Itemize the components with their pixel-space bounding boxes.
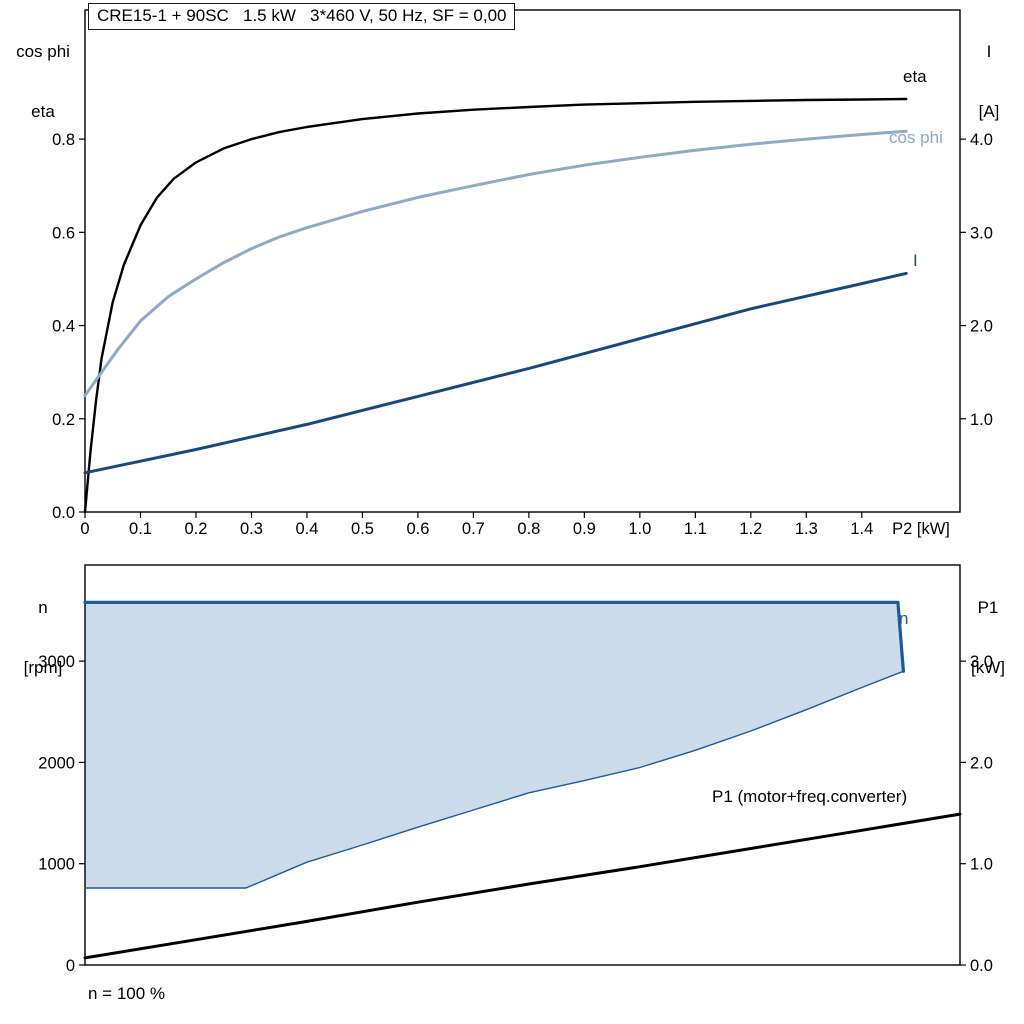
svg-text:1.2: 1.2 (739, 520, 762, 538)
p1-curve-label: P1 (motor+freq.converter) (712, 787, 908, 806)
svg-text:0.4: 0.4 (295, 520, 318, 538)
svg-text:1.3: 1.3 (795, 520, 818, 538)
p1-axis-title-line1: P1 (977, 598, 999, 617)
svg-text:1.4: 1.4 (850, 520, 873, 538)
svg-text:1.0: 1.0 (970, 856, 993, 874)
svg-text:0.5: 0.5 (351, 520, 374, 538)
svg-text:0.0: 0.0 (970, 957, 993, 975)
svg-text:2.0: 2.0 (970, 754, 993, 772)
svg-text:3000: 3000 (38, 653, 75, 671)
svg-text:0.3: 0.3 (240, 520, 263, 538)
top-right-axis-title: I [A] (958, 2, 1020, 142)
svg-text:0.8: 0.8 (52, 131, 75, 149)
top-left-axis-title: cos phi eta (6, 2, 80, 142)
svg-text:0.0: 0.0 (52, 504, 75, 522)
svg-text:1.0: 1.0 (970, 411, 993, 429)
speed-percentage-note: n = 100 % (88, 984, 166, 1003)
svg-text:2.0: 2.0 (970, 318, 993, 336)
bottom-right-axis-title: P1 [kW] (956, 558, 1020, 698)
speed-axis-title-line2: [rpm] (23, 658, 63, 677)
svg-text:0.1: 0.1 (129, 520, 152, 538)
svg-text:0.2: 0.2 (52, 411, 75, 429)
svg-text:0.9: 0.9 (573, 520, 596, 538)
svg-text:0.8: 0.8 (517, 520, 540, 538)
svg-text:P2 [kW]: P2 [kW] (892, 520, 950, 538)
svg-text:2000: 2000 (38, 754, 75, 772)
chart-title-box: CRE15-1 + 90SC 1.5 kW 3*460 V, 50 Hz, SF… (88, 3, 516, 30)
current-curve-label: I (913, 251, 918, 270)
svg-text:0: 0 (80, 520, 89, 538)
svg-text:0.4: 0.4 (52, 318, 75, 336)
right-axis-title-line1: I (986, 42, 992, 61)
eta-curve-label: eta (903, 67, 927, 86)
right-axis-title-line2: [A] (978, 102, 1000, 121)
svg-text:0: 0 (66, 957, 75, 975)
svg-text:0.2: 0.2 (185, 520, 208, 538)
cos-phi-curve-label: cos phi (889, 128, 943, 147)
left-axis-title-line1: cos phi (16, 42, 70, 61)
svg-text:1.0: 1.0 (628, 520, 651, 538)
speed-region-label: n (899, 609, 909, 628)
svg-text:3.0: 3.0 (970, 224, 993, 242)
svg-text:0.6: 0.6 (52, 224, 75, 242)
svg-text:1000: 1000 (38, 856, 75, 874)
bottom-left-axis-title: n [rpm] (6, 558, 80, 698)
svg-text:0.6: 0.6 (406, 520, 429, 538)
svg-text:3.0: 3.0 (970, 653, 993, 671)
svg-text:4.0: 4.0 (970, 131, 993, 149)
svg-text:0.7: 0.7 (462, 520, 485, 538)
svg-text:1.1: 1.1 (684, 520, 707, 538)
p1-axis-title-line2: [kW] (971, 658, 1005, 677)
speed-axis-title-line1: n (38, 598, 48, 617)
left-axis-title-line2: eta (31, 102, 55, 121)
